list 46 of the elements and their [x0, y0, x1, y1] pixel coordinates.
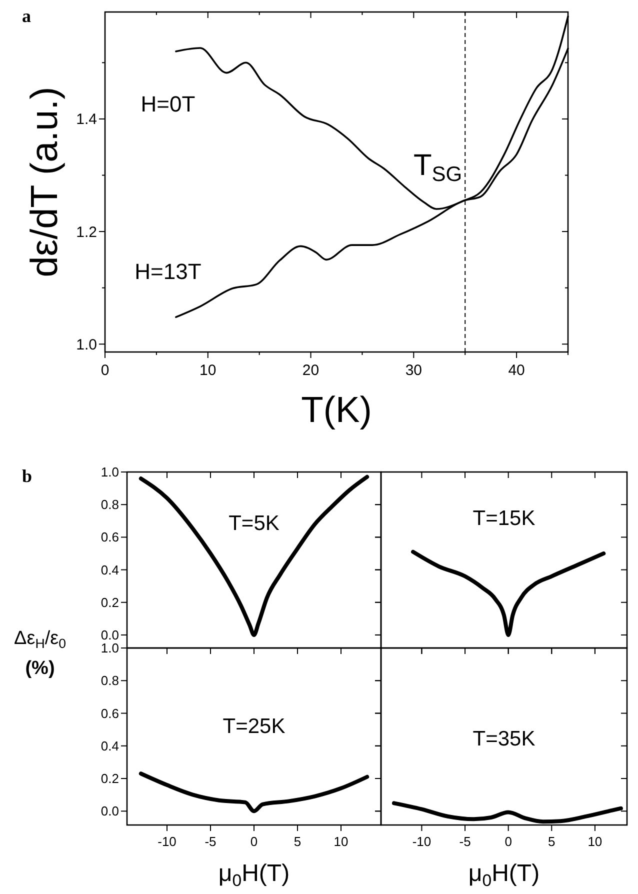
y-tick-label: 1.0 — [100, 640, 119, 656]
x-tick-label: -5 — [459, 834, 471, 849]
annotation: T=25K — [222, 714, 286, 738]
y-tick-label: 0.8 — [100, 497, 119, 512]
annotation: T=5K — [228, 512, 280, 536]
y-tick-label: 0.6 — [100, 706, 119, 721]
x-tick-label: -10 — [412, 834, 432, 849]
x-tick-label: 40 — [508, 362, 525, 379]
y-tick-label: 0.8 — [100, 673, 119, 688]
annotation: T=15K — [472, 506, 536, 530]
x-axis-title: μ$_{0}$H(T) — [218, 860, 290, 890]
line-series — [138, 772, 370, 814]
line-series — [138, 474, 370, 637]
ref-line-label: T$_{SG}$ — [413, 149, 462, 186]
x-tick-label: 20 — [302, 362, 320, 379]
x-tick-label: 0 — [100, 362, 110, 379]
x-tick-label: 10 — [588, 834, 602, 849]
y-tick-label: 1.4 — [76, 111, 97, 128]
y-tick-label: 0.6 — [100, 530, 119, 545]
series-label: H=0T — [140, 91, 196, 116]
x-tick-label: 0 — [250, 834, 258, 849]
x-tick-label: -5 — [204, 834, 216, 849]
y-tick-label: 1.0 — [76, 336, 97, 354]
y-tick-label: 0.4 — [100, 738, 119, 754]
y-tick-label: 0.2 — [100, 594, 119, 610]
x-tick-label: 5 — [548, 834, 556, 849]
x-tick-label: 10 — [334, 834, 348, 849]
y-axis-title: dε/dT (a.u.) — [24, 86, 66, 278]
annotation: T=35K — [472, 727, 536, 750]
chart-title: b — [22, 466, 32, 486]
chart-title: a — [22, 6, 31, 26]
y-tick-label: 0.2 — [100, 771, 119, 786]
x-tick-label: -10 — [158, 834, 176, 849]
x-tick-label: 30 — [405, 362, 422, 379]
y-tick-label: 1.0 — [100, 464, 119, 480]
y-tick-label: 1.2 — [76, 224, 97, 241]
y-tick-label: 0.0 — [100, 804, 119, 819]
x-tick-label: 0 — [504, 834, 512, 849]
y-tick-label: 0.0 — [100, 628, 119, 643]
x-tick-label: 5 — [294, 834, 302, 849]
y-tick-label: 0.4 — [100, 562, 119, 578]
x-tick-label: 10 — [200, 362, 216, 379]
x-axis-title: μ$_{0}$H(T) — [468, 860, 540, 890]
y-axis-title: Δε$_{H}$/ε$_{0}$ (%) — [14, 628, 66, 679]
x-axis-title: T(K) — [301, 389, 372, 430]
series-label: H=13T — [134, 259, 202, 284]
